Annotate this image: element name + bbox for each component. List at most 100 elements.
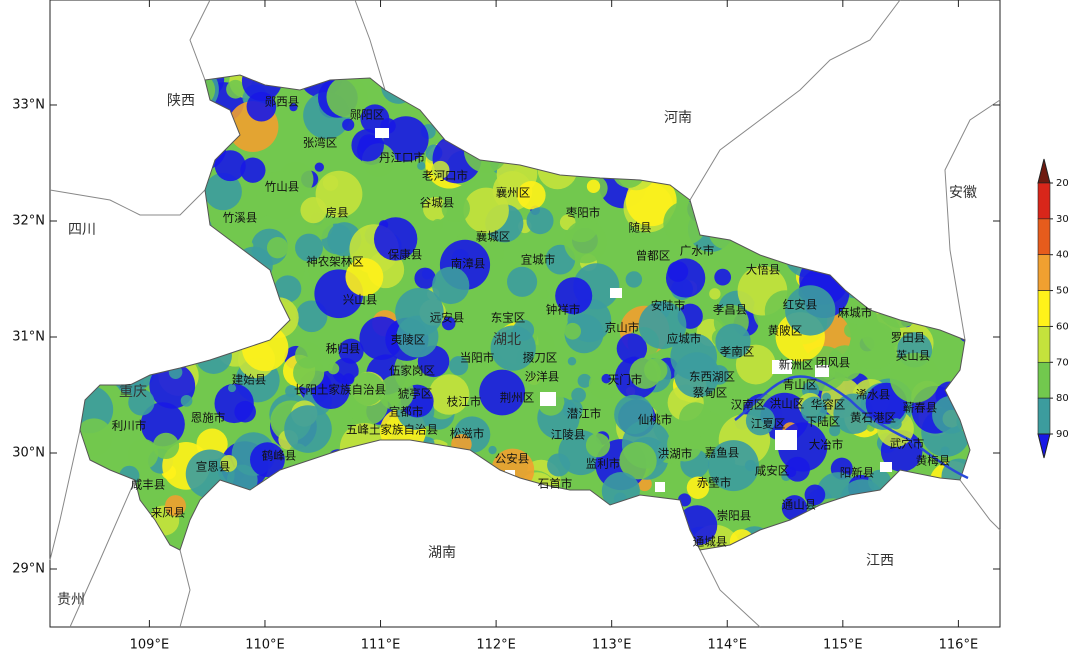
field-patch [715,323,751,359]
no-data-patch [815,365,829,377]
county-label: 广水市 [680,244,715,258]
field-patch [526,207,554,235]
no-data-patch [880,462,892,472]
field-patch [686,476,710,499]
county-label: 郧西县 [265,95,300,109]
field-patch [214,383,254,424]
field-patch [227,384,237,393]
county-label: 利川市 [112,419,147,433]
field-patch [571,387,586,403]
field-patch [431,160,450,179]
county-label: 鹤峰县 [262,449,297,463]
field-patch [431,218,444,231]
county-label: 保康县 [388,248,423,262]
y-tick-label: 30°N [12,445,45,460]
field-patch [256,171,305,220]
county-label: 青山区 [783,378,818,392]
field-patch [289,103,298,112]
county-label: 荆州区 [500,391,535,405]
field-patch [395,287,444,337]
field-patch [285,385,298,398]
county-label: 大悟县 [746,263,781,277]
field-patch [441,316,456,331]
field-patch [204,172,242,211]
x-tick-label: 116°E [939,638,979,653]
field-patch [745,406,776,436]
county-label: 来凤县 [151,506,186,520]
field-patch [293,357,325,389]
colorbar-label: 50 [1056,286,1069,297]
colorbar-end [1037,158,1051,184]
county-label: 潜江市 [567,407,602,421]
x-tick-label: 113°E [592,638,632,653]
field-patch [601,373,612,384]
field-patch [822,392,831,402]
province-borders [49,0,1001,628]
county-label: 孝昌县 [713,303,748,317]
field-patch [226,79,245,99]
field-patch [890,418,902,430]
field-patch [140,402,185,447]
colorbar-label: 60 [1056,321,1069,332]
field-patch [614,394,654,435]
field-patch [638,301,687,349]
colorbar-label: 20 [1056,178,1069,189]
county-label: 石首市 [538,477,573,491]
county-label: 五峰土家族自治县 [346,423,438,437]
county-label: 竹溪县 [223,211,258,225]
county-label: 张湾区 [303,136,338,150]
field-patch [563,220,607,264]
county-label: 阳新县 [840,466,875,480]
field-patch [428,374,470,415]
y-tick-label: 29°N [12,561,45,576]
county-label: 华容区 [811,398,846,412]
colorbar-band [1037,326,1051,363]
field-patch [266,237,289,259]
county-label: 襄城区 [476,230,511,244]
county-label: 神农架林区 [306,255,364,269]
x-tick-label: 114°E [707,638,747,653]
field-patch [127,438,159,470]
field-patch [507,266,538,297]
county-label: 江陵县 [551,428,586,442]
county-label: 东宝区 [491,311,526,325]
county-label: 武穴市 [890,437,925,451]
county-label: 南漳县 [451,257,486,271]
county-label: 下陆区 [806,415,841,429]
region-label: 重庆 [119,384,147,400]
county-label: 秭归县 [326,342,361,356]
field-patch [326,76,368,118]
field-patch [342,118,355,131]
field-patch [383,116,429,162]
field-patch [940,446,950,456]
field-patch [709,288,721,300]
county-label: 曾都区 [636,249,671,263]
county-label: 远安县 [430,311,465,325]
field-patch [314,162,324,172]
field-patch [300,196,327,224]
county-label: 宜城市 [521,253,556,267]
colorbar-band [1037,397,1051,435]
county-label: 掇刀区 [523,351,558,365]
field-patch [564,322,582,340]
field-patch [585,433,611,458]
field-patch [240,157,266,183]
field-patch [577,373,592,388]
colorbar-band [1037,182,1051,220]
field-patch [342,373,355,385]
field-patch [295,233,323,262]
county-label: 谷城县 [420,196,455,210]
county-label: 沙洋县 [525,370,560,384]
field-patch [679,402,713,436]
county-label: 监利市 [586,457,621,471]
county-label: 宜都市 [389,405,424,419]
colorbar-label: 40 [1056,250,1069,261]
field-patch [345,258,384,296]
region-label: 四川 [68,222,96,238]
field-patch [152,432,180,460]
county-label: 天门市 [608,373,643,387]
county-label: 咸安区 [755,464,790,478]
x-tick-label: 110°E [245,638,285,653]
no-data-patch [540,392,556,406]
